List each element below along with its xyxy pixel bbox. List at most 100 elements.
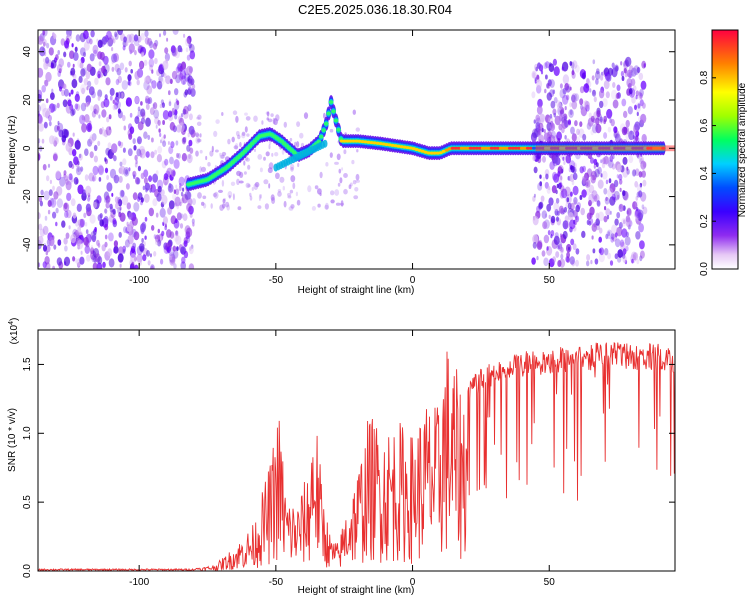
- heatmap-noise-cell: [553, 202, 560, 212]
- heatmap-noise-cell: [581, 189, 587, 198]
- heatmap-noise-cell: [155, 238, 159, 246]
- heatmap-noise-cell: [622, 248, 627, 255]
- heatmap-noise-cell: [117, 108, 121, 114]
- heatmap-noise-cell: [175, 66, 180, 73]
- heatmap-noise-cell: [572, 172, 578, 181]
- heatmap-noise-cell: [136, 114, 139, 120]
- heatmap-noise-cell: [620, 70, 625, 77]
- heatmap-noise-cell: [137, 43, 141, 50]
- heatmap-noise-cell: [188, 76, 194, 85]
- heatmap-noise-cell: [181, 193, 188, 204]
- heatmap-noise-cell: [612, 82, 616, 88]
- heatmap-noise-cell: [615, 92, 620, 99]
- heatmap-noise-cell: [222, 203, 226, 209]
- heatmap-noise-cell: [169, 121, 176, 131]
- heatmap-ridge-core: [393, 144, 398, 148]
- heatmap-noise-cell: [591, 75, 595, 81]
- heatmap-noise-cell: [609, 196, 616, 206]
- heatmap-noise-cell: [201, 201, 205, 206]
- heatmap-noise-cell: [112, 99, 115, 104]
- heatmap-noise-cell: [139, 145, 145, 156]
- colorbar-tick-label: 0.4: [699, 166, 710, 180]
- heatmap-noise-cell: [184, 225, 191, 235]
- heatmap-noise-cell: [637, 103, 641, 109]
- heatmap-noise-cell: [562, 94, 569, 105]
- heatmap-noise-cell: [175, 230, 179, 237]
- heatmap-noise-cell: [188, 66, 193, 73]
- heatmap-noise-cell: [104, 197, 107, 203]
- heatmap-noise-cell: [599, 116, 603, 123]
- heatmap-ridge-core: [411, 147, 416, 151]
- heatmap-noise-cell: [154, 57, 158, 65]
- heatmap-noise-cell: [119, 206, 122, 211]
- heatmap-noise-cell: [542, 176, 546, 182]
- heatmap-noise-cell: [91, 234, 97, 243]
- heatmap-noise-cell: [43, 243, 47, 249]
- heatmap-noise-cell: [151, 137, 154, 143]
- heatmap-noise-cell: [186, 54, 191, 61]
- heatmap-noise-cell: [623, 219, 626, 224]
- heatmap-noise-cell: [130, 253, 137, 263]
- heatmap-noise-cell: [355, 173, 360, 181]
- heatmap-noise-cell: [115, 78, 120, 86]
- heatmap-noise-cell: [621, 126, 628, 136]
- heatmap-noise-cell: [289, 189, 294, 194]
- heatmap-noise-cell: [117, 30, 123, 36]
- heatmap-ridge-cell: [323, 121, 329, 126]
- heatmap-noise-cell: [545, 173, 549, 180]
- spectrogram-x-tick-label: 0: [410, 275, 416, 286]
- heatmap-noise-cell: [86, 254, 91, 262]
- heatmap-noise-cell: [239, 171, 244, 178]
- heatmap-noise-cell: [548, 214, 551, 219]
- heatmap-noise-cell: [119, 263, 122, 268]
- heatmap-noise-cell: [160, 139, 162, 144]
- heatmap-noise-cell: [552, 89, 556, 95]
- heatmap-noise-cell: [47, 163, 51, 168]
- heatmap-noise-cell: [631, 251, 637, 261]
- heatmap-ridge-cell: [242, 149, 248, 153]
- heatmap-noise-cell: [42, 107, 49, 118]
- heatmap-noise-cell: [273, 118, 278, 126]
- heatmap-noise-cell: [235, 130, 240, 137]
- heatmap-noise-cell: [180, 47, 183, 53]
- heatmap-ridge-core: [399, 145, 404, 149]
- heatmap-noise-cell: [135, 159, 138, 165]
- heatmap-noise-cell: [553, 66, 560, 77]
- heatmap-noise-cell: [603, 155, 609, 165]
- heatmap-noise-cell: [556, 216, 559, 222]
- heatmap-noise-cell: [596, 200, 601, 207]
- heatmap-noise-cell: [341, 167, 344, 171]
- heatmap-noise-cell: [147, 37, 153, 46]
- heatmap-noise-cell: [116, 67, 122, 76]
- heatmap-noise-cell: [63, 202, 68, 210]
- heatmap-noise-cell: [166, 246, 171, 254]
- heatmap-noise-cell: [288, 206, 294, 211]
- heatmap-noise-cell: [533, 119, 536, 124]
- heatmap-noise-cell: [140, 200, 143, 206]
- heatmap-noise-cell: [131, 216, 138, 226]
- heatmap-noise-cell: [612, 99, 619, 109]
- heatmap-noise-cell: [274, 152, 279, 157]
- heatmap-noise-cell: [594, 168, 600, 178]
- heatmap-noise-cell: [38, 35, 44, 45]
- heatmap-noise-cell: [230, 181, 236, 186]
- heatmap-noise-cell: [228, 195, 231, 199]
- heatmap-noise-cell: [68, 160, 73, 168]
- heatmap-noise-cell: [108, 232, 114, 242]
- heatmap-noise-cell: [155, 170, 159, 176]
- heatmap-noise-cell: [187, 76, 190, 82]
- spectrogram-y-tick-label: -20: [22, 189, 33, 204]
- heatmap-noise-cell: [56, 257, 63, 266]
- heatmap-noise-cell: [66, 30, 72, 37]
- heatmap-noise-cell: [144, 182, 150, 191]
- heatmap-noise-cell: [307, 185, 312, 193]
- heatmap-noise-cell: [78, 75, 83, 83]
- heatmap-noise-cell: [128, 167, 131, 172]
- heatmap-noise-cell: [531, 70, 537, 79]
- heatmap-noise-cell: [74, 103, 79, 110]
- heatmap-noise-cell: [267, 167, 273, 174]
- heatmap-noise-cell: [168, 110, 173, 118]
- heatmap-noise-cell: [71, 78, 78, 89]
- heatmap-noise-cell: [597, 166, 602, 175]
- heatmap-noise-cell: [111, 143, 118, 154]
